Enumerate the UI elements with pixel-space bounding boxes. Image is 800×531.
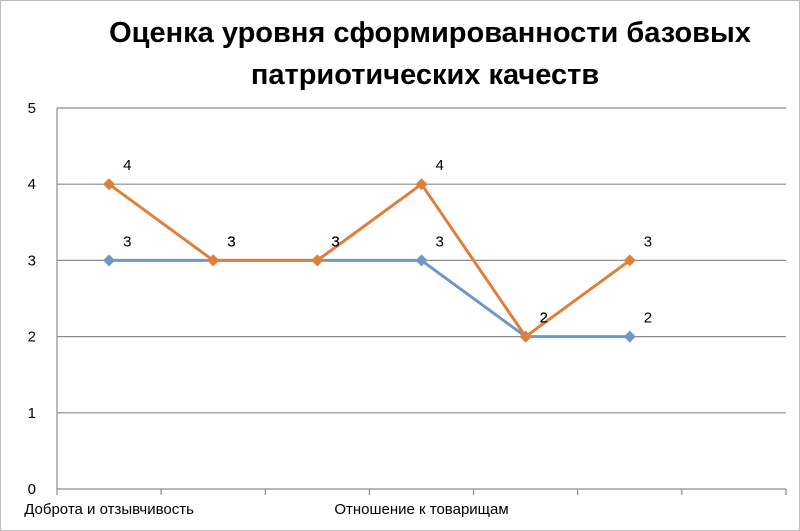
series-2-point xyxy=(311,254,324,267)
series-2-data-label: 3 xyxy=(331,233,339,250)
series-1-data-label: 3 xyxy=(331,233,339,250)
series-2-point xyxy=(103,178,116,191)
y-tick-labels: 0 1 2 3 4 5 xyxy=(28,100,36,498)
series-2-data-label: 4 xyxy=(436,157,444,174)
series-1-data-label: 3 xyxy=(123,233,131,250)
series-2-data-label: 4 xyxy=(123,157,131,174)
series-1-point xyxy=(623,330,636,343)
x-tick-labels: Доброта и отзывчивость Отношение к товари… xyxy=(24,501,508,518)
y-tick-label: 2 xyxy=(28,329,36,346)
series-2-point xyxy=(519,330,532,343)
axes xyxy=(56,108,787,495)
series-1-point xyxy=(103,254,116,267)
series-1-data-label: 2 xyxy=(644,310,652,327)
series-1-point xyxy=(415,254,428,267)
series-2-data-label: 2 xyxy=(540,310,548,327)
y-tick-label: 4 xyxy=(28,176,36,193)
series-2-data-label: 3 xyxy=(227,233,235,250)
chart-title-line-1: Оценка уровня сформированности базовых xyxy=(109,17,751,49)
series-line-2 xyxy=(108,182,631,339)
y-tick-label: 0 xyxy=(28,481,36,498)
series-line-1 xyxy=(109,258,630,339)
series-1-data-label: 3 xyxy=(436,233,444,250)
y-tick-label: 5 xyxy=(28,100,36,117)
chart-title-line-2: патриотических качеств xyxy=(251,59,599,91)
series-2-point xyxy=(207,254,220,267)
y-tick-label: 1 xyxy=(28,405,36,422)
series-2-point xyxy=(415,178,428,191)
y-tick-label: 3 xyxy=(28,252,36,269)
series-2-data-label: 3 xyxy=(644,233,652,250)
series-1-data-label: 2 xyxy=(540,310,548,327)
x-tick-label: Доброта и отзывчивость xyxy=(24,501,194,518)
series-group xyxy=(103,178,636,343)
x-tick-label: Отношение к товарищам xyxy=(334,501,508,518)
series-1-data-label: 3 xyxy=(227,233,235,250)
series-2-point xyxy=(623,254,636,267)
